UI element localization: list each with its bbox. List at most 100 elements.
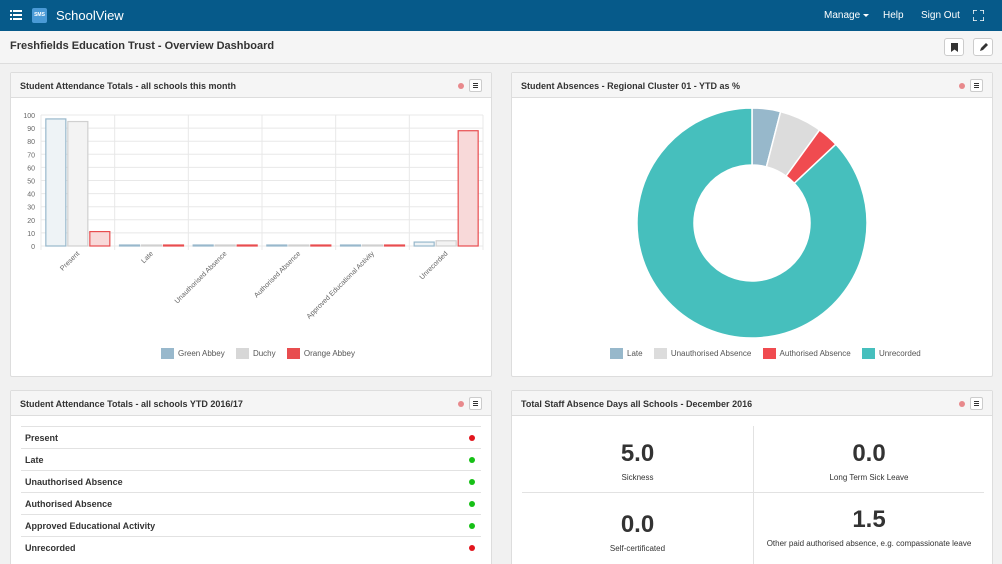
bar-chart-legend: Green Abbey Duchy Orange Abbey [161, 348, 364, 359]
stat-sickness: 5.0 Sickness [522, 440, 753, 483]
bar[interactable] [67, 120, 89, 247]
y-tick-label: 0 [31, 244, 35, 251]
list-view-button[interactable] [469, 397, 482, 410]
x-tick-label: Present [59, 250, 81, 272]
status-dot-icon [469, 457, 475, 463]
legend-swatch [861, 348, 875, 359]
list-view-button[interactable] [469, 79, 482, 92]
stat-value: 1.5 [852, 506, 886, 533]
status-dot-icon[interactable] [959, 83, 965, 89]
list-item-label: Authorised Absence [25, 499, 113, 509]
bar[interactable] [383, 244, 406, 247]
panel-header: Total Staff Absence Days all Schools - D… [512, 391, 992, 416]
stat-label: Other paid authorised absence, e.g. comp… [766, 539, 972, 548]
bar[interactable] [457, 130, 479, 247]
status-dot-icon[interactable] [458, 83, 464, 89]
x-tick-label: Unrecorded [419, 250, 450, 281]
stat-label: Self-certificated [609, 544, 666, 553]
bar[interactable] [162, 244, 185, 247]
bar[interactable] [140, 244, 163, 247]
app-logo[interactable]: SMS [32, 8, 47, 23]
app-brand[interactable]: SchoolView [56, 8, 124, 23]
page-title: Freshfields Education Trust - Overview D… [10, 40, 275, 52]
status-dot-icon [469, 545, 475, 551]
list-item[interactable]: Unauthorised Absence [21, 470, 481, 492]
bar[interactable] [435, 240, 457, 247]
divider [753, 426, 754, 564]
legend-label: Orange Abbey [303, 349, 356, 358]
bookmark-button[interactable] [944, 38, 964, 56]
absences-regional-panel: Student Absences - Regional Cluster 01 -… [511, 72, 993, 377]
y-tick-label: 90 [27, 126, 35, 133]
y-tick-label: 100 [23, 113, 35, 120]
bar[interactable] [89, 230, 111, 247]
stat-value: 5.0 [620, 440, 655, 467]
legend-swatch [653, 348, 667, 359]
bookmark-icon [951, 43, 958, 52]
fullscreen-icon[interactable] [973, 10, 984, 21]
list-item[interactable]: Approved Educational Activity [21, 514, 481, 536]
bar[interactable] [45, 118, 67, 247]
list-item[interactable]: Authorised Absence [21, 492, 481, 514]
manage-menu[interactable]: Manage [824, 10, 870, 21]
attendance-ytd-panel: Student Attendance Totals - all schools … [10, 390, 492, 564]
menu-icon[interactable] [10, 9, 22, 21]
bar[interactable] [361, 244, 384, 247]
attendance-month-panel: Student Attendance Totals - all schools … [10, 72, 492, 377]
stat-label: Long Term Sick Leave [829, 473, 909, 482]
top-bar: SMS SchoolView Manage Help Sign Out [0, 0, 1002, 31]
bar[interactable] [192, 244, 214, 247]
pencil-icon [980, 43, 988, 51]
bar[interactable] [288, 244, 310, 247]
list-item-label: Unauthorised Absence [25, 477, 123, 487]
stat-value: 0.0 [620, 511, 655, 538]
donut-slice[interactable] [636, 107, 868, 339]
stat-value: 0.0 [852, 440, 886, 467]
bar[interactable] [214, 244, 236, 247]
legend-label: Duchy [252, 349, 276, 358]
legend-swatch [762, 348, 776, 359]
bar[interactable] [413, 241, 435, 247]
status-dot-icon[interactable] [959, 401, 965, 407]
list-item[interactable]: Late [21, 448, 481, 470]
y-tick-label: 40 [27, 192, 35, 199]
list-item-label: Late [25, 455, 44, 465]
legend-label: Unauthorised Absence [670, 349, 752, 358]
manage-menu-label: Manage [824, 10, 861, 21]
bar[interactable] [236, 244, 258, 247]
panel-title: Total Staff Absence Days all Schools - D… [521, 399, 753, 409]
staff-absence-panel: Total Staff Absence Days all Schools - D… [511, 390, 993, 564]
x-tick-label: Unauthorised Absence [174, 250, 229, 305]
y-tick-label: 20 [27, 218, 35, 225]
status-dot-icon [469, 435, 475, 441]
help-link[interactable]: Help [883, 10, 904, 21]
list-view-button[interactable] [970, 79, 983, 92]
legend-label: Green Abbey [178, 349, 225, 358]
legend-label: Late [627, 349, 643, 358]
list-item[interactable]: Unrecorded [21, 536, 481, 558]
panel-title: Student Attendance Totals - all schools … [20, 81, 237, 91]
y-tick-label: 50 [27, 179, 35, 186]
panel-header: Student Attendance Totals - all schools … [11, 391, 491, 416]
bar-chart: 0 10 20 30 40 50 60 70 80 90 100 Present Late Unautho… [23, 113, 484, 321]
stat-label: Sickness [621, 473, 654, 482]
status-dot-icon[interactable] [458, 401, 464, 407]
x-tick-label: Authorised Absence [253, 250, 302, 299]
bar[interactable] [118, 244, 141, 247]
edit-button[interactable] [973, 38, 993, 56]
bar[interactable] [310, 244, 332, 247]
stat-self-certificated: 0.0 Self-certificated [522, 511, 753, 554]
bar[interactable] [339, 244, 362, 247]
list-item-label: Approved Educational Activity [25, 521, 156, 531]
legend-swatch [610, 348, 623, 359]
list-item[interactable]: Present [21, 426, 481, 448]
panel-title: Student Absences - Regional Cluster 01 -… [521, 81, 741, 91]
status-dot-icon [469, 501, 475, 507]
sign-out-link[interactable]: Sign Out [921, 10, 960, 21]
stat-long-term-sick: 0.0 Long Term Sick Leave [754, 440, 984, 483]
y-tick-label: 70 [27, 152, 35, 159]
bar[interactable] [266, 244, 288, 247]
panel-title: Student Attendance Totals - all schools … [20, 399, 243, 409]
list-view-button[interactable] [970, 397, 983, 410]
divider [522, 492, 984, 493]
